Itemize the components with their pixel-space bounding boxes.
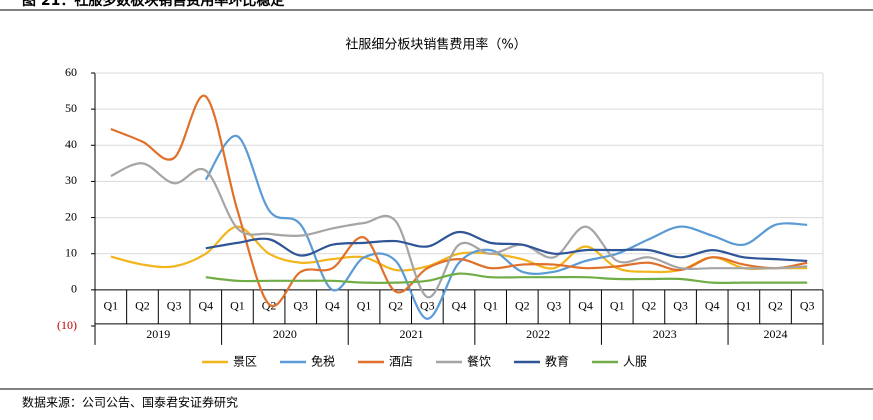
series-line [110, 162, 808, 299]
x-tick-label: Q4 [452, 299, 467, 313]
group-label: 2021 [400, 327, 424, 341]
series-line [205, 230, 808, 263]
x-tick-label: Q1 [357, 299, 372, 313]
series-line [110, 94, 808, 308]
legend-label: 餐饮 [467, 354, 491, 369]
x-tick-label: Q4 [578, 299, 593, 313]
series-line [204, 135, 808, 320]
x-tick-label: Q2 [515, 299, 530, 313]
legend-label: 免税 [311, 354, 335, 369]
x-tick-label: Q1 [103, 299, 118, 313]
source: 数据来源：公司公告、国泰君安证券研究 [22, 395, 238, 410]
y-tick-label: 30 [65, 173, 77, 187]
x-tick-label: Q3 [673, 299, 688, 313]
x-tick-label: Q4 [325, 299, 340, 313]
series-line [205, 272, 808, 284]
group-label: 2019 [146, 327, 170, 341]
legend-label: 景区 [233, 355, 257, 369]
x-tick-label: Q3 [167, 299, 182, 313]
x-tick-label: Q1 [230, 299, 245, 313]
y-tick-label: (10) [57, 318, 77, 332]
legend-label: 教育 [545, 354, 569, 369]
legend-label: 人服 [623, 355, 647, 369]
y-tick-label: 20 [65, 209, 77, 223]
y-tick-label: 50 [65, 101, 77, 115]
x-tick-label: Q3 [293, 299, 308, 313]
y-tick-label: 0 [71, 282, 77, 296]
group-label: 2024 [764, 327, 788, 341]
y-tick-label: 60 [65, 65, 77, 79]
group-label: 2020 [273, 327, 297, 341]
x-tick-label: Q1 [737, 299, 752, 313]
x-tick-label: Q3 [800, 299, 815, 313]
x-tick-label: Q3 [547, 299, 562, 313]
group-label: 2023 [653, 327, 677, 341]
x-tick-label: Q3 [420, 299, 435, 313]
x-tick-label: Q2 [135, 299, 150, 313]
x-tick-label: Q2 [768, 299, 783, 313]
x-tick-label: Q2 [388, 299, 403, 313]
group-label: 2022 [526, 327, 550, 341]
x-tick-label: Q1 [610, 299, 625, 313]
x-tick-label: Q2 [642, 299, 657, 313]
x-tick-label: Q1 [483, 299, 498, 313]
y-tick-label: 10 [65, 245, 77, 259]
x-tick-label: Q4 [705, 299, 720, 313]
header: 图 21：社服多数板块销售费用率环比稳定 [22, 0, 284, 9]
legend-label: 酒店 [389, 355, 413, 369]
chart-title: 社服细分板块销售费用率（%） [345, 37, 526, 53]
y-tick-label: 40 [65, 137, 77, 151]
x-tick-label: Q4 [198, 299, 213, 313]
